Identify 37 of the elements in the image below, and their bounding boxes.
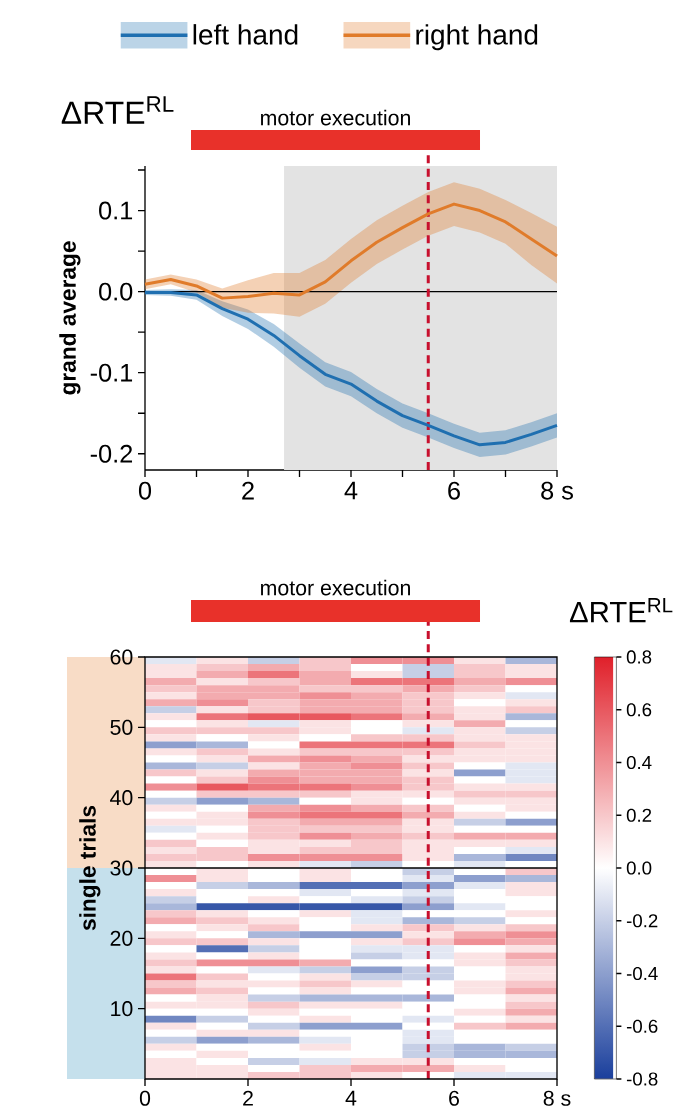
color-bar-label: 0.2 <box>626 808 652 822</box>
y-axis-title: grand average <box>59 241 81 395</box>
x-tick-label: 0 <box>139 1090 151 1106</box>
y-tick-label: 50 <box>110 719 133 735</box>
y-tick-label: 60 <box>110 649 133 665</box>
color-bar-label: -0.6 <box>626 1019 658 1033</box>
y-tick-label: 30 <box>110 860 133 876</box>
color-bar-label: 0.0 <box>626 861 652 875</box>
x-tick-label: 2 <box>243 1090 253 1106</box>
y-tick-label: 0.0 <box>99 282 133 301</box>
chart-title: ΔRTE$^{RL}$ <box>61 96 174 124</box>
y-tick-label: 10 <box>111 1001 133 1017</box>
color-bar-label: -0.2 <box>626 914 658 928</box>
legend-label: left hand <box>193 24 298 45</box>
x-tick-label: 0 <box>138 481 152 500</box>
text: motor execution <box>261 109 410 126</box>
color-bar-label: 0.8 <box>626 650 652 664</box>
color-bar-label: -0.4 <box>626 966 658 981</box>
x-tick-label: 8 s <box>543 1090 571 1106</box>
y-tick-label: 20 <box>110 930 133 946</box>
color-bar-label: 0.6 <box>626 703 652 717</box>
legend-label: right hand <box>416 24 538 51</box>
color-bar-label: 0.4 <box>626 755 652 770</box>
y-axis-title: single trials <box>79 805 101 931</box>
y-tick-label: -0.1 <box>90 363 133 382</box>
y-tick-label: 40 <box>110 790 133 806</box>
x-tick-label: 2 <box>242 481 254 500</box>
x-tick-label: 4 <box>344 481 358 500</box>
color-bar-label: -0.8 <box>626 1072 658 1086</box>
x-tick-label: 4 <box>345 1090 357 1106</box>
color-bar-title: ΔRTE$^{RL}$ <box>569 598 673 623</box>
y-tick-label: -0.2 <box>90 444 133 463</box>
y-tick-label: 0.1 <box>99 201 133 220</box>
x-tick-label: 6 <box>448 481 460 500</box>
x-tick-label: 8 s <box>541 481 573 500</box>
x-tick-label: 6 <box>449 1090 459 1106</box>
text: motor execution <box>261 579 410 596</box>
